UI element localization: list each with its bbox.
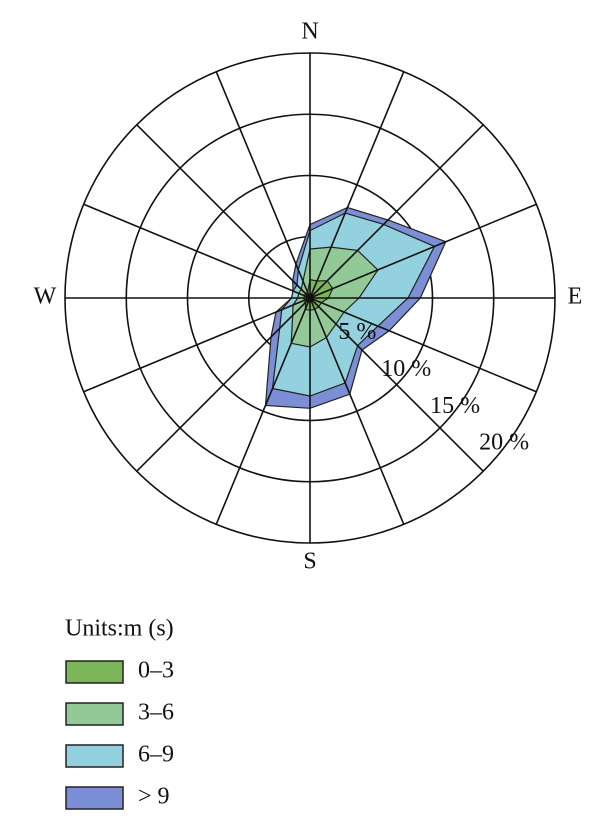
ring-label: 5 % [338,319,376,345]
spoke [136,124,311,299]
ring-label: 20 % [479,430,529,456]
spoke [83,297,311,393]
legend-swatch [65,786,124,810]
ring-label: 10 % [381,356,431,382]
legend-label: 6–9 [138,742,174,768]
direction-label: N [301,19,318,45]
direction-label: S [303,549,316,575]
spoke [83,203,311,299]
spoke [309,203,537,299]
legend-swatch [65,744,124,768]
direction-label: W [34,284,57,310]
spoke [136,297,311,472]
direction-label: E [568,284,583,310]
spoke [309,297,405,525]
spoke [215,71,311,299]
legend-label: 3–6 [138,700,174,726]
legend-swatch [65,702,124,726]
spoke [215,297,311,525]
legend-label: > 9 [138,784,170,810]
spoke [309,297,484,472]
legend-label: 0–3 [138,658,174,684]
ring-label: 15 % [430,393,480,419]
legend-swatch [65,660,124,684]
spoke [309,71,405,299]
legend-title: Units:m (s) [65,616,174,642]
spoke [309,124,484,299]
spoke [309,297,537,393]
